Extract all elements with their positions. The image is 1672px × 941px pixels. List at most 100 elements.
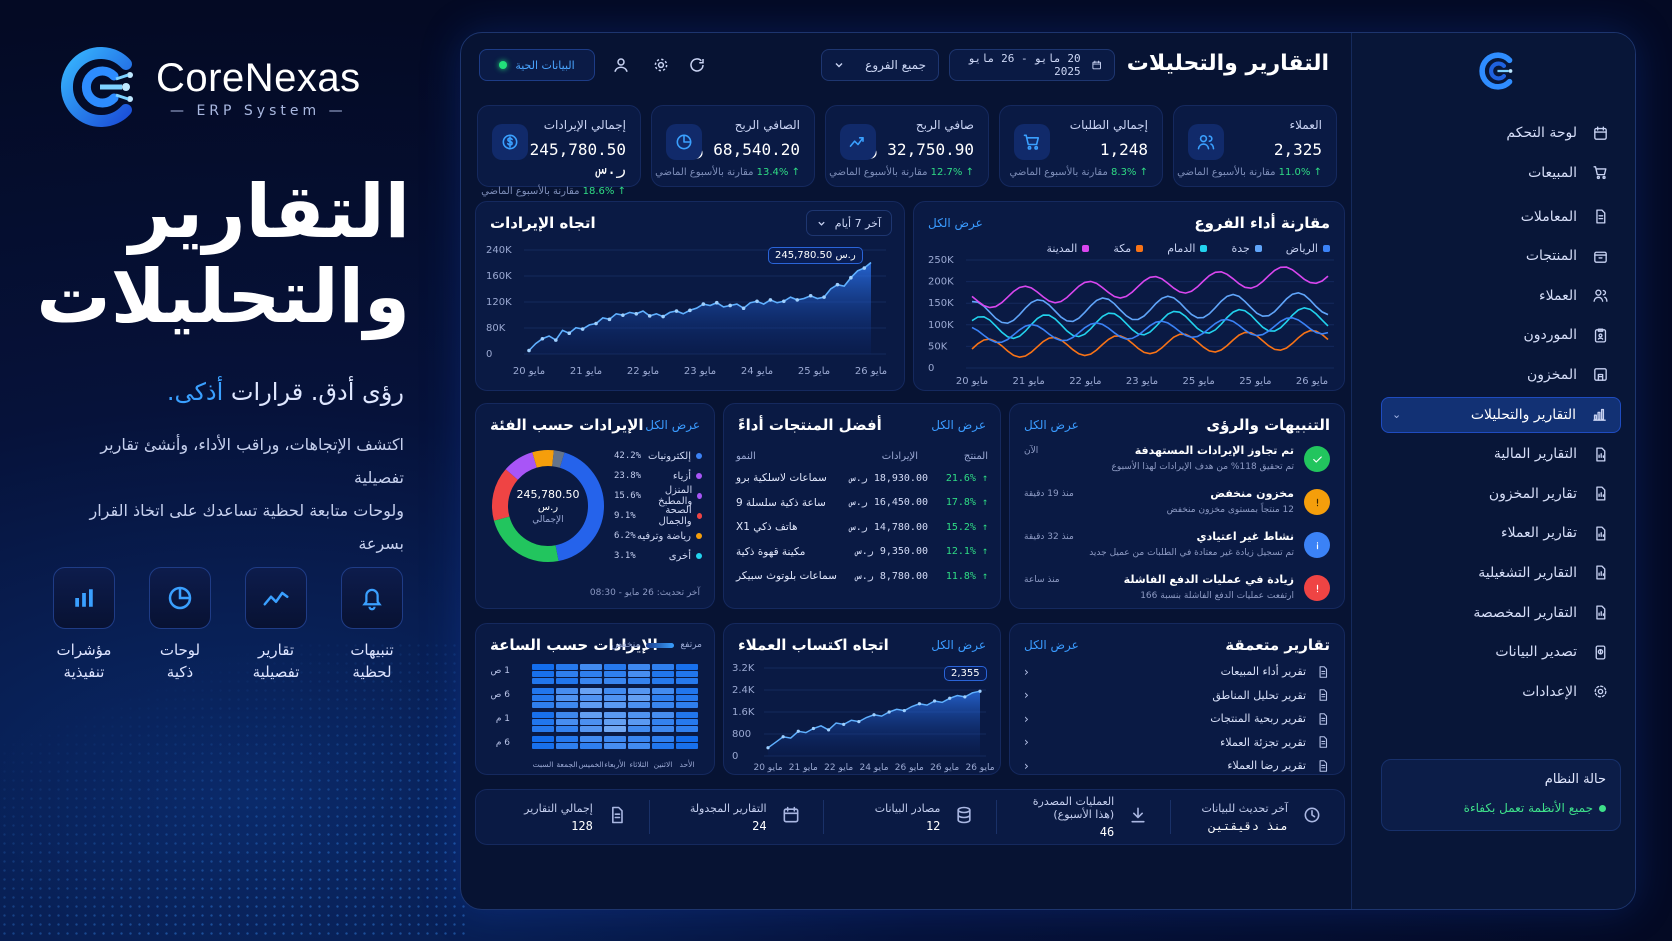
kpi-card[interactable]: صافي الربح 32,750.90 ر.س ↑ 12.7% مقارنة … bbox=[825, 105, 989, 187]
revenue-point bbox=[527, 348, 531, 353]
alert-desc: تم تسجيل زيادة غير معتادة في الطلبات من … bbox=[1089, 548, 1294, 558]
heatmap-cell bbox=[652, 726, 674, 732]
sidebar-item-11[interactable]: التقارير التشغيلية bbox=[1381, 555, 1621, 591]
branch-compare-view-all[interactable]: عرض الكل bbox=[928, 216, 983, 230]
kpi-card[interactable]: الصافي الربح 68,540.20 ر.س ↑ 13.4% مقارن… bbox=[651, 105, 815, 187]
report-link[interactable]: تقرير أداء المبيعات ‹ bbox=[1024, 660, 1330, 684]
sidebar-item-6[interactable]: المخزون bbox=[1381, 357, 1621, 393]
donut-slice bbox=[552, 450, 565, 468]
table-header: المنتج الإيرادات النمو bbox=[736, 450, 988, 462]
alerts-view-all[interactable]: عرض الكل bbox=[1024, 418, 1079, 432]
report-link[interactable]: تقرير ربحية المنتجات ‹ bbox=[1024, 707, 1330, 731]
footer-stat-icon bbox=[1128, 805, 1148, 829]
kpi-card[interactable]: إجمالي الإيرادات 245,780.50 ر.س ↑ 18.6% … bbox=[477, 105, 641, 197]
sidebar-item-13[interactable]: تصدير البيانات bbox=[1381, 634, 1621, 670]
sidebar-item-12[interactable]: التقارير المخصصة bbox=[1381, 595, 1621, 631]
table-row[interactable]: ↑ 12.1% 9,350.00 ر.س مكينة قهوة ذكية bbox=[736, 545, 988, 558]
refresh-icon[interactable] bbox=[685, 53, 709, 77]
report-link[interactable]: تقرير تحليل المناطق ‹ bbox=[1024, 684, 1330, 708]
heatmap-cell bbox=[628, 695, 650, 701]
heatmap-cell bbox=[556, 719, 578, 725]
heatmap-cell bbox=[580, 712, 602, 718]
bars-icon bbox=[75, 589, 93, 607]
heatmap-cell bbox=[580, 743, 602, 749]
branch-compare-card: مقارنة أداء الفروع عرض الكل الرياض جدة الد… bbox=[913, 201, 1345, 391]
heatmap-cell bbox=[604, 702, 626, 708]
heatmap-cell bbox=[556, 736, 578, 742]
table-row[interactable]: ↑ 11.8% 8,780.00 ر.س سماعات بلوتوث سبيكر bbox=[736, 570, 988, 583]
kpi-value: 2,325 bbox=[1273, 140, 1322, 159]
live-data-button[interactable]: البيانات الحية bbox=[479, 49, 595, 81]
report-link[interactable]: تقرير تجزئة العملاء ‹ bbox=[1024, 731, 1330, 755]
alert-item[interactable]: تم تجاوز الإيرادات المستهدفة تم تحقيق 11… bbox=[1022, 442, 1332, 485]
advanced-reports-view-all[interactable]: عرض الكل bbox=[1024, 638, 1079, 652]
heatmap-cell bbox=[580, 671, 602, 677]
settings-icon[interactable] bbox=[649, 53, 673, 77]
corenexas-logo-icon bbox=[1479, 52, 1513, 90]
alert-item[interactable]: نشاط غير اعتيادي تم تسجيل زيادة غير معتا… bbox=[1022, 528, 1332, 571]
kpi-icon bbox=[666, 124, 702, 160]
y-tick-label: 800 bbox=[732, 729, 751, 740]
sidebar-item-7[interactable]: التقارير والتحليلات ⌄ bbox=[1381, 396, 1621, 433]
revenue-trend-chart: 240K 160K 120K 80K 0 20 مايو 21 مايو 22 مايو 23 … bbox=[486, 245, 887, 377]
sidebar-item-8[interactable]: التقارير المالية bbox=[1381, 436, 1621, 472]
heatmap-cell bbox=[532, 743, 554, 749]
kpi-card[interactable]: العملاء 2,325 ↑ 11.0% مقارنة بالأسبوع ال… bbox=[1173, 105, 1337, 187]
y-tick-label: 1.6K bbox=[732, 707, 755, 718]
sidebar-item-0[interactable]: لوحة التحكم bbox=[1381, 115, 1621, 151]
heatmap-cell bbox=[628, 688, 650, 694]
sidebar-item-14[interactable]: الإعدادات bbox=[1381, 674, 1621, 710]
date-range-picker[interactable]: 20 مايو - 26 مايو 2025 bbox=[949, 49, 1115, 81]
kpi-change: ↑ 12.7% bbox=[930, 167, 974, 178]
promo-title: التقارير والتحليلات bbox=[36, 169, 410, 341]
category-view-all[interactable]: عرض الكل bbox=[645, 418, 700, 432]
top-products-view-all[interactable]: عرض الكل bbox=[931, 418, 986, 432]
heatmap-day-label: الأحد bbox=[679, 760, 695, 769]
kpi-card[interactable]: إجمالي الطلبات 1,248 ↑ 8.3% مقارنة بالأس… bbox=[999, 105, 1163, 187]
sidebar: لوحة التحكم المبيعات المعاملات المنتجات العم… bbox=[1351, 33, 1635, 909]
y-tick-label: 250K bbox=[928, 255, 954, 266]
sidebar-item-9[interactable]: تقارير المخزون bbox=[1381, 476, 1621, 512]
branch-select[interactable]: جميع الفروع bbox=[821, 49, 939, 81]
alerts-list: تم تجاوز الإيرادات المستهدفة تم تحقيق 11… bbox=[1022, 442, 1332, 614]
heatmap-cell bbox=[604, 743, 626, 749]
footer-stat-icon bbox=[607, 805, 627, 829]
acquisition-point bbox=[796, 729, 800, 733]
kpi-icon bbox=[840, 124, 876, 160]
period-select[interactable]: آخر 7 أيام bbox=[806, 210, 892, 236]
heatmap-cell bbox=[532, 726, 554, 732]
alert-item[interactable]: مخزون منخفض 12 منتجاً بمستوى مخزون منخفض… bbox=[1022, 485, 1332, 528]
alert-badge bbox=[1304, 446, 1330, 472]
revenue-point bbox=[849, 275, 853, 280]
sidebar-item-3[interactable]: المنتجات bbox=[1381, 238, 1621, 274]
user-icon[interactable] bbox=[609, 53, 633, 77]
x-tick-label: 26 مايو bbox=[1296, 376, 1328, 387]
y-tick-label: 0 bbox=[928, 363, 934, 374]
heatmap-cell bbox=[556, 712, 578, 718]
heatmap-cell bbox=[628, 678, 650, 684]
pie-icon bbox=[676, 134, 692, 150]
heatmap-cell bbox=[532, 702, 554, 708]
sidebar-item-4[interactable]: العملاء bbox=[1381, 278, 1621, 314]
sidebar-item-label: التقارير المالية bbox=[1493, 446, 1577, 463]
heatmap-cell bbox=[676, 664, 698, 670]
sidebar-item-2[interactable]: المعاملات bbox=[1381, 199, 1621, 235]
heatmap-cell bbox=[676, 712, 698, 718]
sidebar-item-10[interactable]: تقارير العملاء bbox=[1381, 515, 1621, 551]
revenue-point bbox=[594, 321, 598, 326]
table-row[interactable]: ↑ 21.6% 18,930.00 ر.س سماعات لاسلكية برو bbox=[736, 472, 988, 485]
sidebar-item-5[interactable]: الموردون bbox=[1381, 317, 1621, 353]
error-icon bbox=[1316, 584, 1318, 592]
acquisition-view-all[interactable]: عرض الكل bbox=[931, 638, 986, 652]
report-icon bbox=[1595, 447, 1605, 462]
sidebar-logo bbox=[1477, 51, 1517, 95]
sidebar-item-1[interactable]: المبيعات bbox=[1381, 155, 1621, 191]
heatmap-cell bbox=[532, 695, 554, 701]
table-row[interactable]: ↑ 15.2% 14,780.00 ر.س هاتف ذكي X1 bbox=[736, 521, 988, 534]
alert-item[interactable]: زيادة في عمليات الدفع الفاشلة ارتفعت عمل… bbox=[1022, 571, 1332, 614]
table-row[interactable]: ↑ 17.8% 16,450.00 ر.س ساعة ذكية سلسلة 9 bbox=[736, 496, 988, 509]
y-tick-label: 200K bbox=[928, 277, 954, 288]
sidebar-item-label: المبيعات bbox=[1528, 164, 1577, 181]
report-link[interactable]: تقرير رضا العملاء ‹ bbox=[1024, 754, 1330, 778]
y-tick-label: 0 bbox=[486, 349, 492, 360]
